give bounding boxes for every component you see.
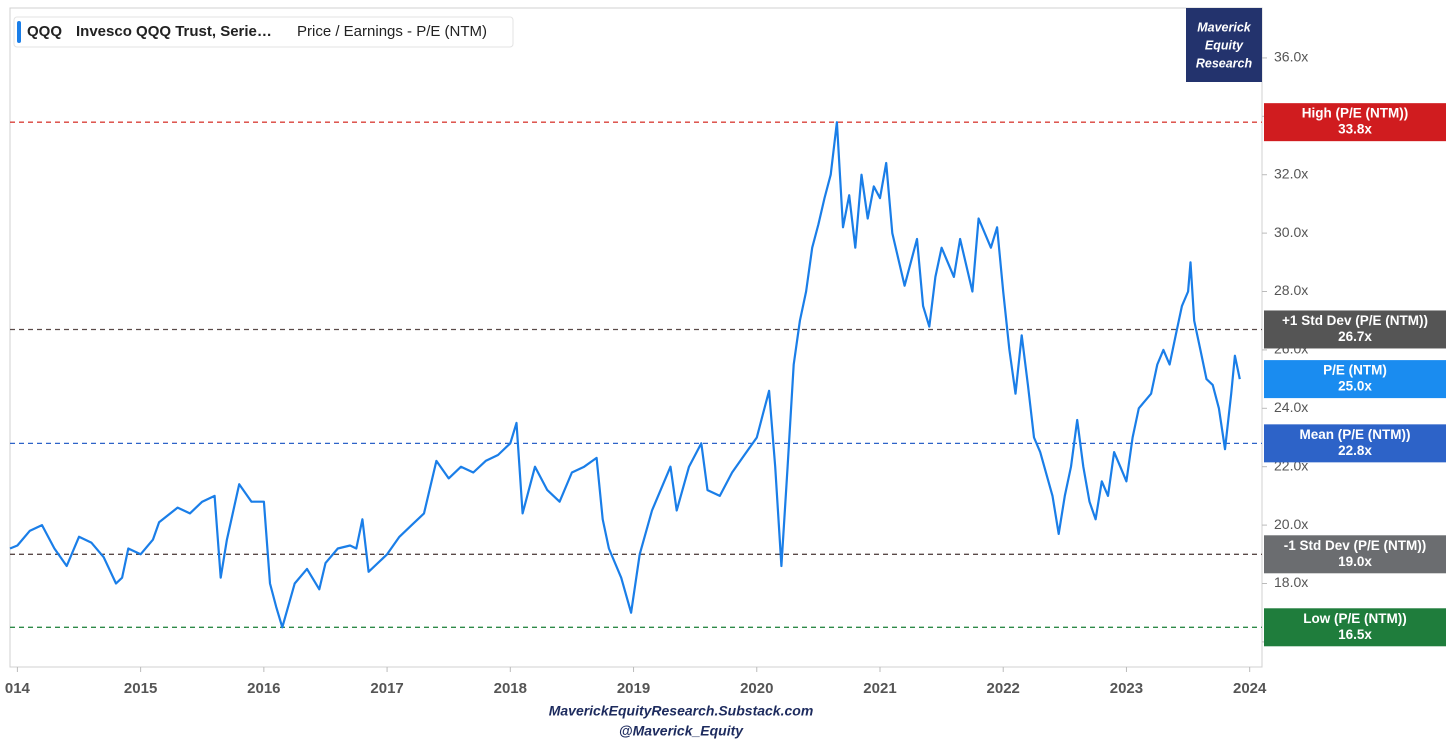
legend-metric: Price / Earnings - P/E (NTM) [297,23,487,40]
logo-box [1186,8,1262,82]
value-box [1264,310,1446,349]
value-box-label: Low (P/E (NTM)) [1303,611,1406,626]
value-box-label: P/E (NTM) [1323,363,1387,378]
y-tick-label: 24.0x [1274,399,1308,415]
value-box-value: 22.8x [1338,443,1372,458]
x-tick-label: 2023 [1110,680,1143,697]
x-tick-label: 2016 [247,680,280,697]
x-tick-label: 2017 [370,680,403,697]
y-tick-label: 30.0x [1274,224,1308,240]
x-tick-label: 2022 [987,680,1020,697]
value-box [1264,103,1446,142]
value-box-value: 33.8x [1338,122,1372,137]
y-tick-label: 20.0x [1274,516,1308,532]
value-box-value: 16.5x [1338,627,1372,642]
logo-text: Equity [1205,38,1244,52]
x-tick-label: 2019 [617,680,650,697]
value-box-label: -1 Std Dev (P/E (NTM)) [1284,538,1427,553]
legend-ticker: QQQ [27,23,62,40]
x-tick-label: 2024 [1233,680,1267,697]
x-tick-label: 2020 [740,680,773,697]
legend-swatch [17,21,21,43]
value-box [1264,535,1446,574]
footer-text: MaverickEquityResearch.Substack.com [549,703,814,719]
x-tick-label: 2021 [863,680,896,697]
value-box-value: 26.7x [1338,329,1372,344]
value-box-value: 25.0x [1338,379,1372,394]
series-line [9,121,1241,629]
value-box-label: High (P/E (NTM)) [1302,106,1408,121]
y-tick-label: 28.0x [1274,282,1308,298]
value-box [1264,360,1446,399]
legend-box [13,16,514,48]
value-box-value: 19.0x [1338,554,1372,569]
value-box-label: Mean (P/E (NTM)) [1300,427,1411,442]
y-tick-label: 18.0x [1274,574,1308,590]
value-box [1264,608,1446,647]
footer-text: @Maverick_Equity [619,723,744,739]
x-tick-label: 2015 [124,680,157,697]
y-tick-label: 36.0x [1274,49,1308,65]
logo-text: Research [1196,56,1253,70]
plot-frame [9,7,1263,668]
legend-name: Invesco QQQ Trust, Serie… [76,23,272,40]
value-box-label: +1 Std Dev (P/E (NTM)) [1282,313,1428,328]
x-tick-label: 2018 [494,680,527,697]
y-tick-label: 32.0x [1274,165,1308,181]
x-tick-label: 014 [5,680,31,697]
value-box [1264,424,1446,463]
logo-text: Maverick [1197,20,1252,34]
